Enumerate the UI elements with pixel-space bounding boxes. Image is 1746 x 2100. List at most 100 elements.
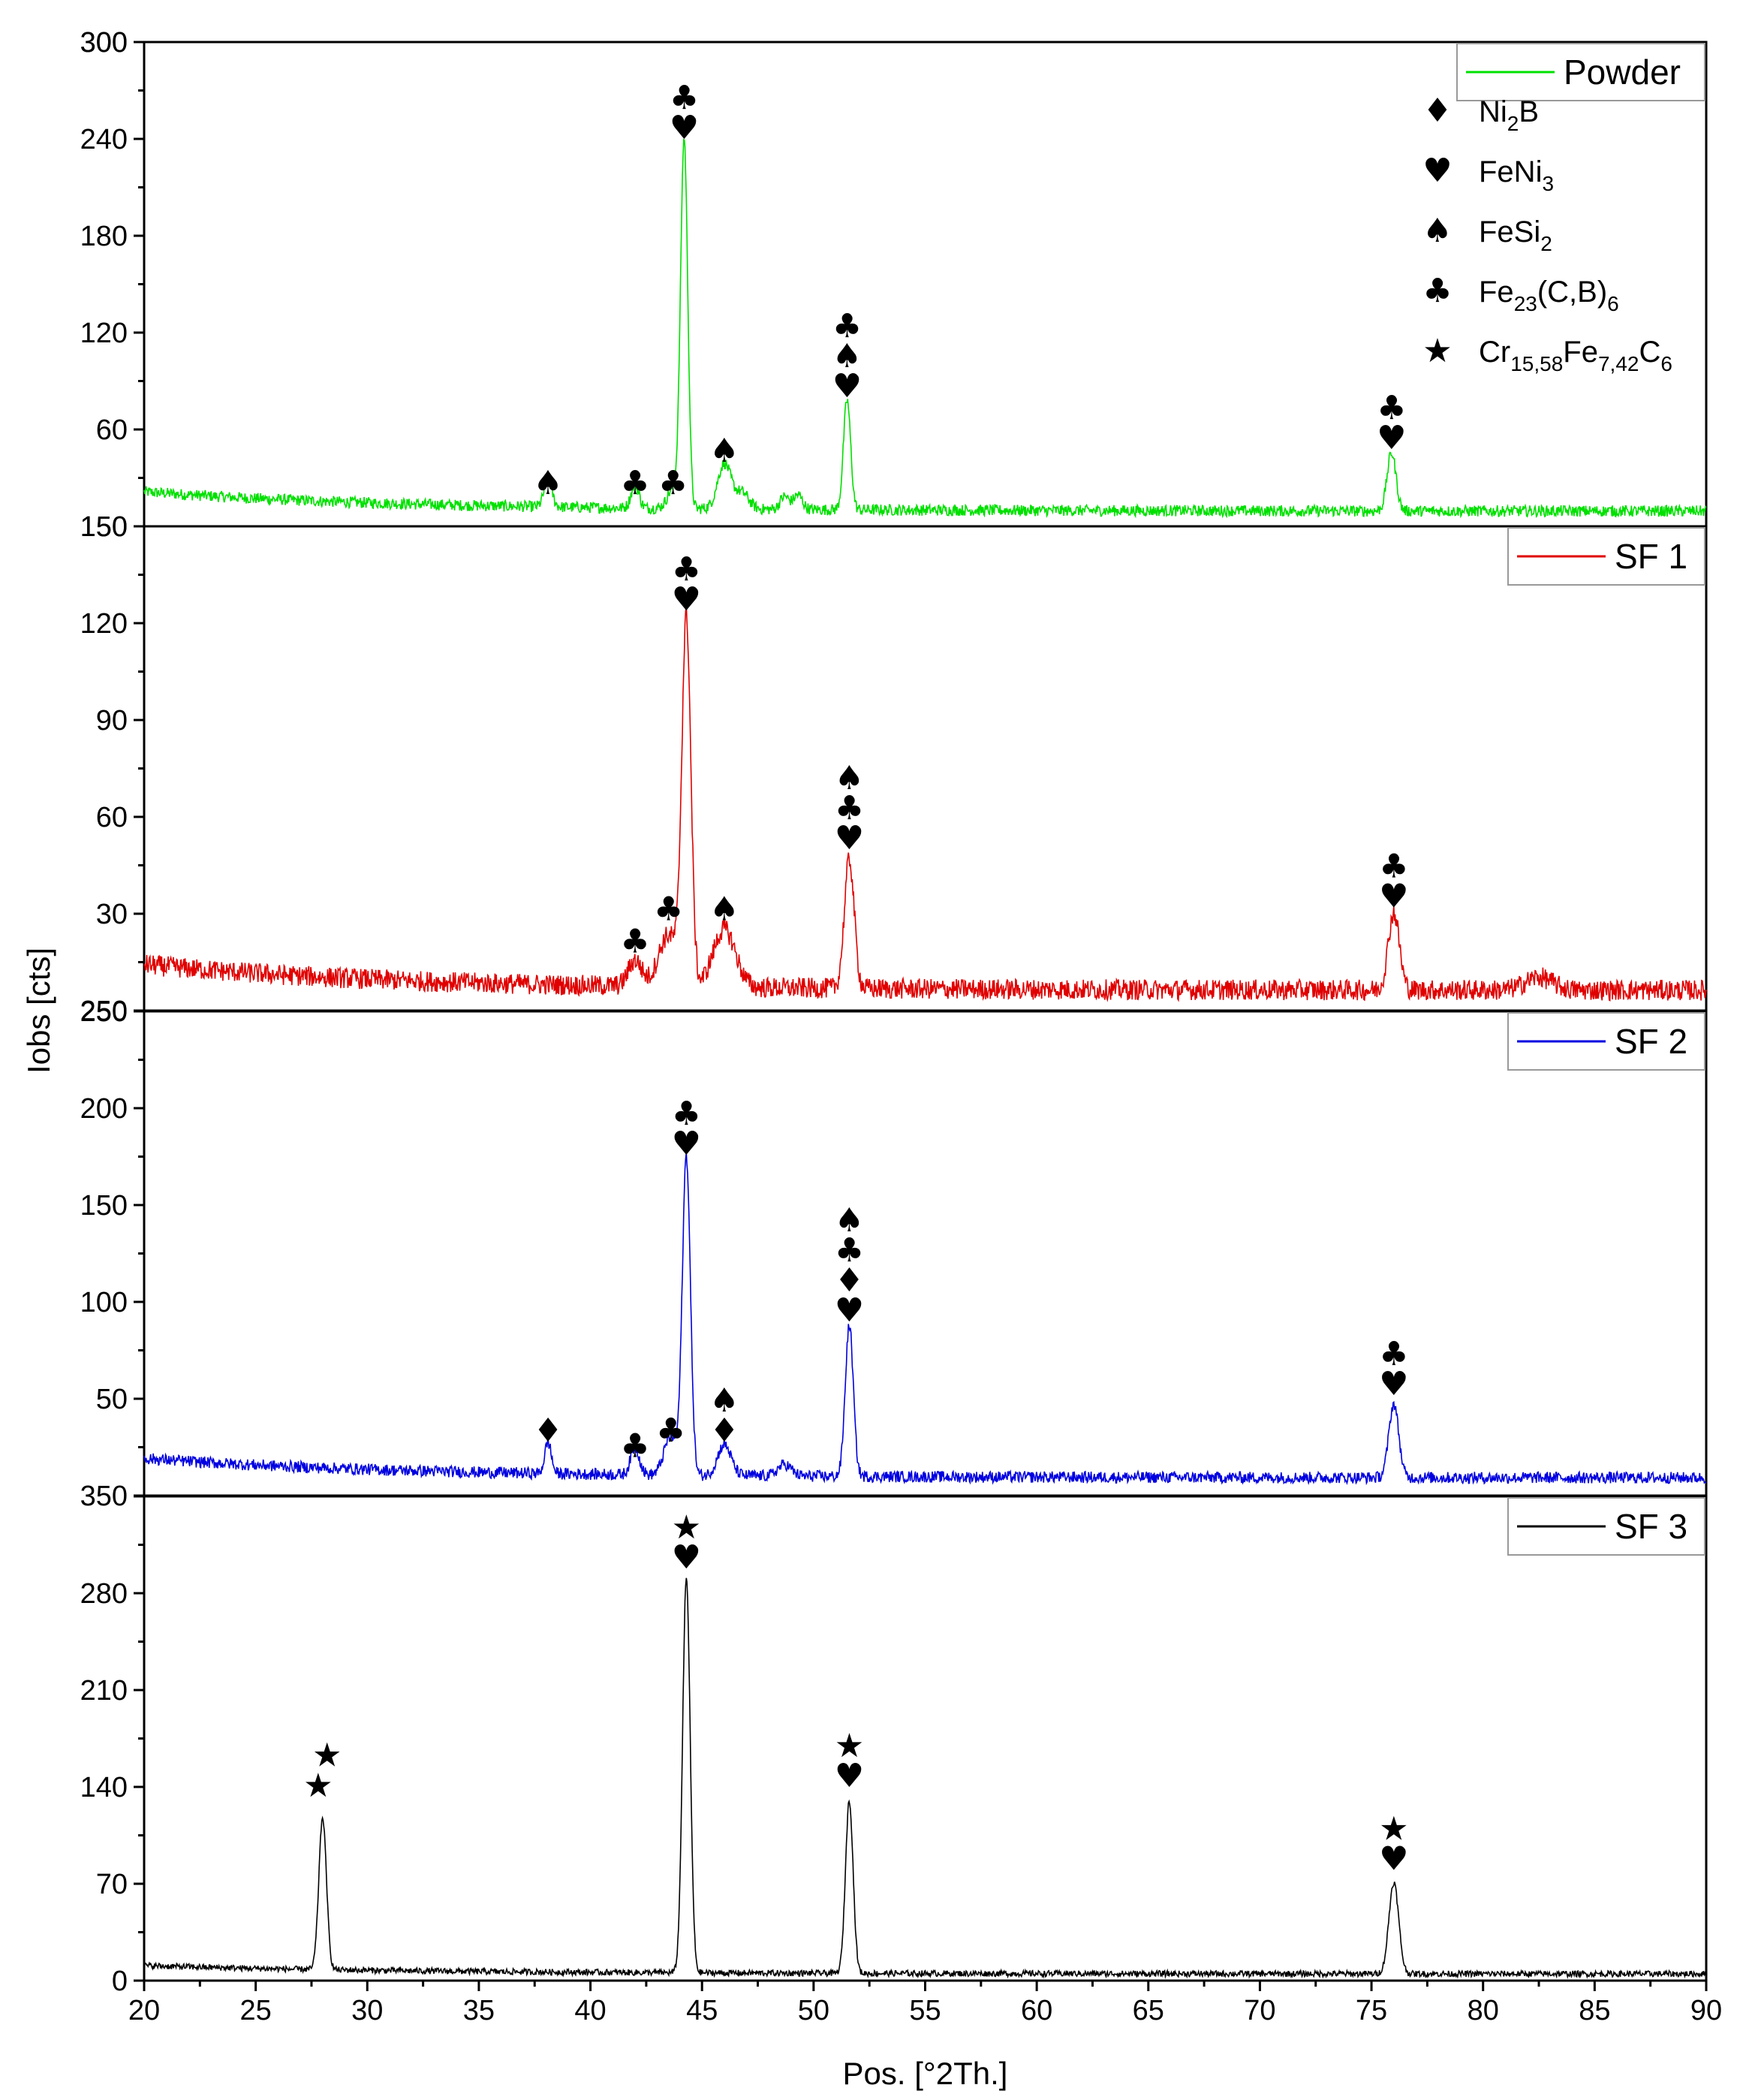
- phase-marker: ♥: [1379, 877, 1408, 915]
- phase-legend-label: Ni2B: [1479, 95, 1539, 135]
- phase-marker: ♣: [672, 550, 701, 589]
- phase-marker: ♣: [835, 789, 864, 827]
- phase-legend-symbol: ♥: [1422, 152, 1452, 190]
- legend-label: SF 3: [1615, 1507, 1687, 1546]
- y-tick-label: 50: [96, 1384, 128, 1415]
- phase-marker: ♣: [672, 1095, 701, 1133]
- phase-marker: ★: [1379, 1810, 1408, 1848]
- y-tick-label: 120: [80, 318, 128, 349]
- x-tick-label: 80: [1468, 1995, 1499, 2026]
- phase-subscript: 3: [1542, 172, 1554, 195]
- x-tick-label: 55: [909, 1995, 941, 2026]
- y-axis-title: Iobs [cts]: [21, 948, 56, 1074]
- y-tick-label: 30: [96, 899, 128, 930]
- phase-marker: ♣: [620, 923, 649, 961]
- phase-marker: ★: [672, 1508, 701, 1547]
- x-tick-label: 25: [240, 1995, 272, 2026]
- x-tick-label: 90: [1690, 1995, 1722, 2026]
- phase-marker: ★: [835, 1727, 864, 1765]
- y-tick-label: 200: [80, 1093, 128, 1125]
- phase-marker: ♣: [620, 1427, 649, 1465]
- phase-marker: ♦: [835, 1261, 864, 1300]
- x-tick-label: 30: [351, 1995, 383, 2026]
- phase-marker: ♦: [709, 1412, 739, 1450]
- y-tick-label: 90: [96, 705, 128, 737]
- phase-marker: ♣: [1379, 847, 1408, 885]
- phase-legend-label: Cr15,58Fe7,42C6: [1479, 336, 1672, 375]
- y-tick-label: 60: [96, 802, 128, 833]
- phase-marker: ★: [312, 1736, 342, 1774]
- y-tick-label: 210: [80, 1675, 128, 1707]
- x-axis-title: Pos. [°2Th.]: [843, 2056, 1008, 2091]
- phase-marker: ♥: [1377, 419, 1406, 457]
- phase-marker: ♣: [835, 1231, 864, 1270]
- y-tick-label: 120: [80, 608, 128, 640]
- phase-text: FeSi: [1479, 215, 1540, 249]
- y-tick-label: 300: [80, 27, 128, 59]
- phase-marker: ♥: [1379, 1840, 1408, 1879]
- phase-marker: ♥: [835, 1291, 864, 1330]
- x-tick-label: 85: [1579, 1995, 1610, 2026]
- phase-subscript: 2: [1540, 232, 1552, 255]
- x-tick-label: 20: [128, 1995, 160, 2026]
- y-top-label: 300: [80, 27, 128, 59]
- x-tick-label: 45: [686, 1995, 718, 2026]
- x-tick-label: 70: [1244, 1995, 1275, 2026]
- phase-subscript: 7,42: [1598, 352, 1639, 375]
- phase-text: Fe: [1479, 276, 1514, 309]
- phase-subscript: 6: [1660, 352, 1672, 375]
- y-tick-label: 70: [96, 1869, 128, 1900]
- phase-marker: ♥: [672, 1125, 701, 1163]
- phase-marker: ♣: [1377, 389, 1406, 427]
- legend-label: SF 1: [1615, 537, 1687, 576]
- y-panel-boundary-label: 350: [80, 1481, 128, 1512]
- phase-marker: ♥: [832, 367, 862, 405]
- series-line: [143, 138, 1707, 519]
- phase-subscript: 6: [1607, 292, 1619, 315]
- phase-marker: ♠: [835, 1201, 864, 1240]
- x-tick-label: 50: [798, 1995, 829, 2026]
- x-tick-label: 40: [574, 1995, 606, 2026]
- y-tick-label: 100: [80, 1287, 128, 1318]
- phase-marker: ♥: [672, 1538, 701, 1577]
- phase-marker: ♦: [533, 1412, 562, 1450]
- y-tick-label: 180: [80, 221, 128, 252]
- phase-text: FeNi: [1479, 155, 1542, 188]
- series-line: [143, 605, 1707, 1002]
- x-tick-label: 35: [463, 1995, 495, 2026]
- phase-marker: ♣: [670, 79, 699, 117]
- phase-text: B: [1519, 95, 1539, 128]
- y-tick-label: 0: [112, 1966, 128, 1997]
- phase-legend-label: Fe23(C,B)6: [1479, 276, 1619, 315]
- x-tick-label: 75: [1356, 1995, 1387, 2026]
- phase-legend-label: FeNi3: [1479, 155, 1554, 195]
- legend-label: SF 2: [1615, 1022, 1687, 1061]
- phase-marker: ♣: [620, 464, 649, 502]
- phase-legend-symbol: ♠: [1422, 212, 1452, 250]
- phase-legend-symbol: ♦: [1422, 92, 1452, 130]
- y-tick-label: 250: [80, 996, 128, 1028]
- phase-marker: ♥: [672, 580, 701, 619]
- series-line: [143, 1577, 1707, 1980]
- phase-marker: ♥: [670, 109, 699, 147]
- phase-marker: ♠: [709, 1381, 739, 1420]
- phase-legend: ♦ Ni2B♥ FeNi3♠ FeSi2♣ Fe23(C,B)6★ Cr15,58Fe7,…: [1422, 92, 1672, 375]
- phase-marker: ♠: [709, 890, 739, 929]
- y-tick-label: 240: [80, 124, 128, 155]
- y-tick-label: 150: [80, 1190, 128, 1222]
- x-tick-label: 60: [1021, 1995, 1052, 2026]
- phase-text: (C,B): [1537, 276, 1607, 309]
- legend-label: Powder: [1564, 53, 1681, 92]
- phase-legend-symbol: ♣: [1422, 272, 1452, 310]
- phase-text: Cr: [1479, 336, 1510, 369]
- phase-marker: ♥: [835, 1757, 864, 1795]
- phase-subscript: 2: [1507, 112, 1519, 135]
- phase-legend-label: FeSi2: [1479, 215, 1552, 255]
- phase-marker: ♥: [1379, 1365, 1408, 1403]
- series-line: [143, 1152, 1707, 1486]
- y-panel-boundary-label: 150: [80, 511, 128, 543]
- phase-legend-symbol: ★: [1422, 332, 1452, 370]
